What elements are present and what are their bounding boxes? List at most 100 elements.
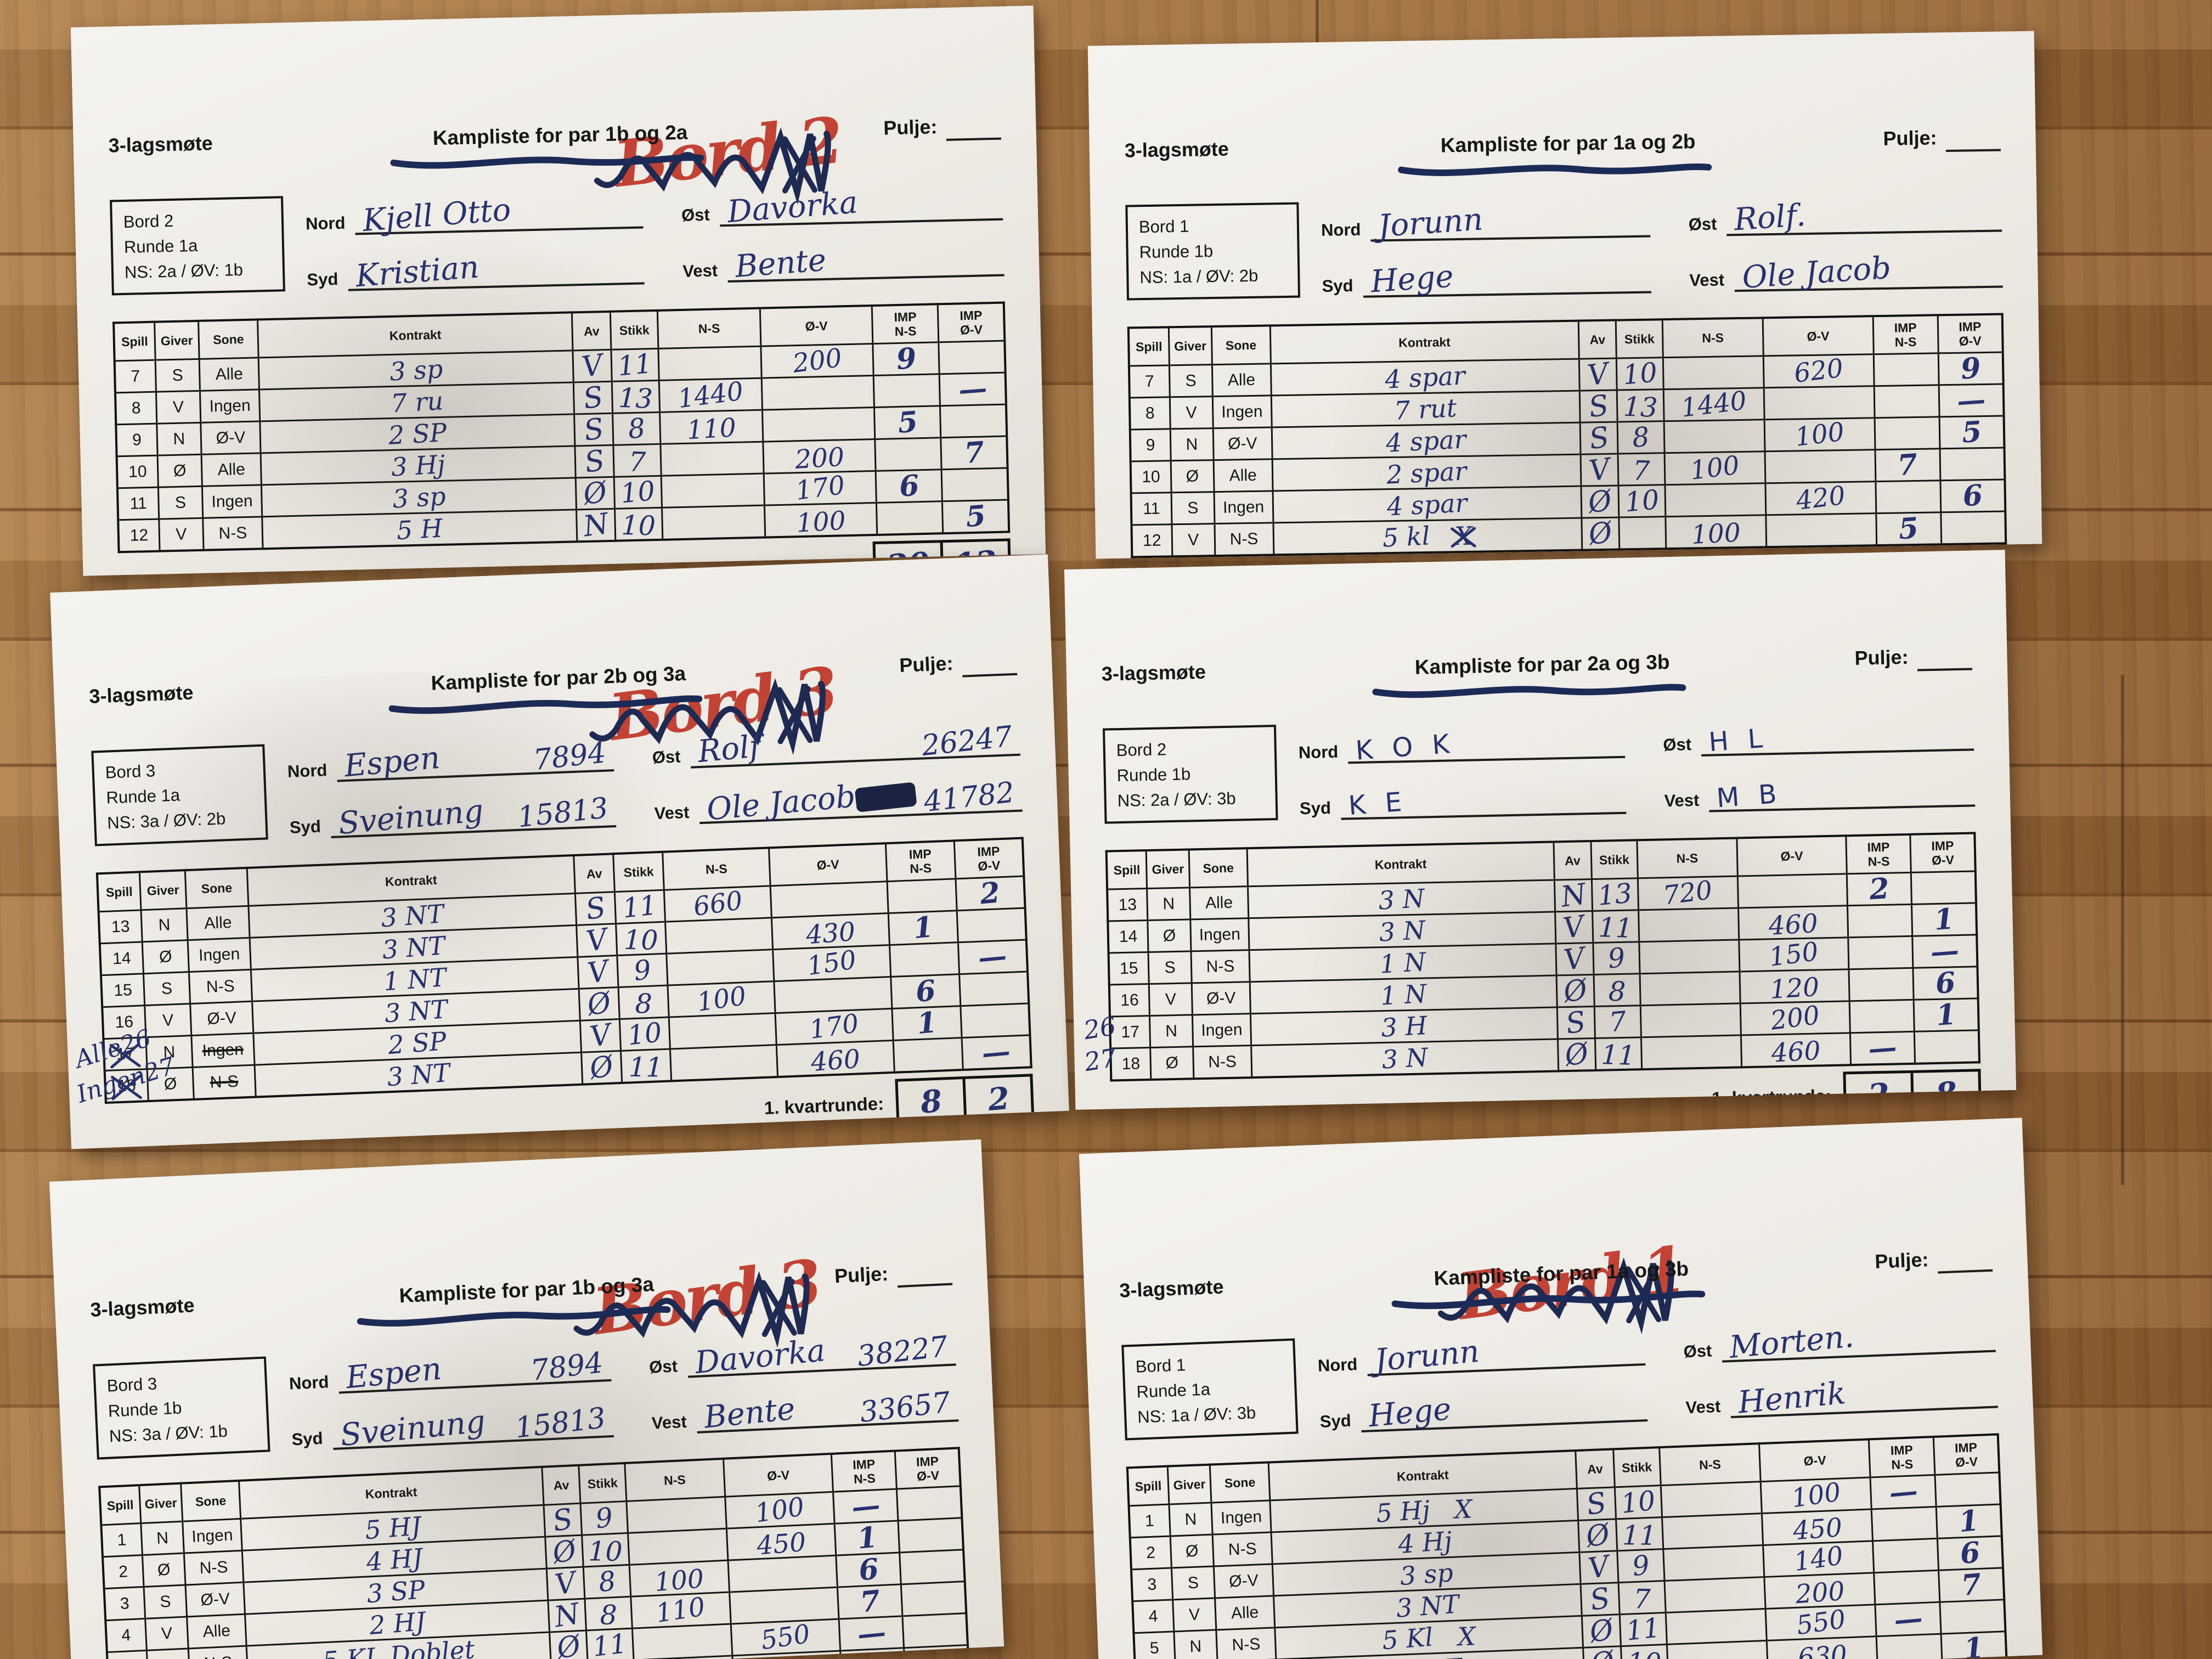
imp-ns-cell: 1 <box>834 1520 900 1555</box>
header-av: Av <box>1578 320 1617 359</box>
av-cell: V <box>1579 1549 1618 1585</box>
imp-ov-cell <box>898 1517 964 1553</box>
header-sone: Sone <box>1210 1462 1270 1503</box>
giver-cell: S <box>143 1585 188 1619</box>
imp-ov-cell <box>956 908 1026 943</box>
player-number-handwriting: 41782 <box>922 776 1016 819</box>
header-ov: Ø-V <box>1736 836 1847 876</box>
header-imp-ov: IMP Ø-V <box>1937 314 2003 353</box>
av-cell: S <box>1577 1486 1616 1522</box>
player-number-handwriting: 26247 <box>919 720 1014 763</box>
kontrakt-handwriting: 4 spar <box>1385 424 1467 458</box>
imp-ov-cell: — <box>1912 933 1978 969</box>
imp-ns-cell <box>876 501 944 535</box>
seat-label: Øst <box>1683 1341 1713 1362</box>
av-cell: V <box>546 1566 585 1601</box>
player-name-handwriting: Davorka <box>693 1333 827 1381</box>
av-cell: Ø <box>581 1049 623 1086</box>
wood-plank-seam <box>1316 0 1319 82</box>
ov-score-cell: 150 <box>772 945 891 981</box>
header-av: Av <box>1553 841 1592 880</box>
name-writing-line: Jorunn <box>1370 200 1651 245</box>
stikk-cell: 11 <box>620 1049 672 1084</box>
spill-number: 4 <box>121 1626 131 1645</box>
stikk-cell: 11 <box>614 889 665 924</box>
spill-number: 2 <box>1146 1543 1156 1562</box>
name-writing-line: Ole Jacob <box>1734 250 2003 296</box>
giver-cell: V <box>156 391 201 424</box>
ov-score-cell <box>761 375 874 410</box>
ov-score-cell: 120 <box>1739 969 1850 1005</box>
player-name-handwriting: Jorunn <box>1377 201 1485 245</box>
kontrakt-handwriting: 3 NT <box>380 898 445 933</box>
score-table: Spill Giver Sone Kontrakt Av Stikk N-S Ø… <box>1127 313 2007 558</box>
kontrakt-handwriting: 1 NT <box>382 962 448 996</box>
stikk-cell: 7 <box>1618 453 1665 487</box>
score-rows: 7 S Alle 4 spar V 10 620 9 8 V Ingen 7 r… <box>1128 351 2006 557</box>
score-sheet-top-left: Bord 2 3-lagsmøte Kampliste for par 1b o… <box>70 5 1046 576</box>
ns-score-cell <box>669 1013 777 1049</box>
giver-cell: Ø <box>1148 919 1191 952</box>
ns-score-cell <box>1639 971 1740 1006</box>
av-cell: S <box>1579 388 1618 424</box>
ns-score-cell <box>628 1528 728 1565</box>
sone-cell: N-S <box>202 516 263 550</box>
name-writing-line: Bente <box>727 239 1005 285</box>
player-name-handwriting: H L <box>1708 723 1770 758</box>
giver-cell: N <box>156 422 201 456</box>
spill-number: 16 <box>1120 990 1139 1009</box>
header-giver: Giver <box>1167 1464 1212 1505</box>
header-av: Av <box>541 1465 581 1505</box>
score-rows: 13 N Alle 3 NT S 11 660 2 14 Ø Ingen 3 N… <box>72 876 1031 1109</box>
kontrakt-cell: 4 spar <box>1270 359 1580 396</box>
footer-label: 1. kvartrunde: <box>1711 1085 1832 1109</box>
player-line: Syd Kristian <box>306 247 645 294</box>
seat-label: Vest <box>1689 270 1725 290</box>
kontrakt-handwriting: 5 HJ <box>363 1510 422 1545</box>
stikk-cell: 13 <box>1592 877 1639 912</box>
av-cell: Ø <box>578 986 620 1022</box>
header-av: Av <box>572 311 612 351</box>
header-imp-ns: IMP N-S <box>872 304 939 344</box>
kontrakt-handwriting: 2 SP <box>387 1025 448 1060</box>
pulje-blank-line <box>896 1266 953 1288</box>
ns-score-cell <box>1667 1640 1768 1659</box>
pulje-label: Pulje: <box>834 1262 889 1288</box>
imp-ov-cell <box>940 404 1007 438</box>
imp-ns-cell <box>1847 904 1913 938</box>
score-sheet-bottom-left: Bord 3 3-lagsmøte Kampliste for par 1b o… <box>49 1139 1005 1659</box>
kontrakt-extra-mark: X <box>1454 521 1473 551</box>
sone-cell: Alle <box>1189 886 1249 919</box>
player-name-handwriting: Ole Jacob <box>705 778 857 828</box>
giver-cell: Ø <box>1170 460 1214 493</box>
imp-ov-cell <box>904 1645 969 1659</box>
spill-number: 8 <box>1145 404 1155 422</box>
player-line: Vest Bente 33657 <box>651 1384 959 1436</box>
ns-score-cell: 100 <box>1665 515 1767 550</box>
spill-number: 14 <box>1119 927 1138 946</box>
name-writing-line: H L <box>1701 713 1974 758</box>
sone-cell: N-S <box>1212 1532 1273 1566</box>
imp-ov-cell: 7 <box>1938 1567 2005 1602</box>
player-name-handwriting: M B <box>1716 778 1784 814</box>
sone-cell: N-S <box>1214 522 1274 556</box>
seat-label: Nord <box>289 1372 330 1393</box>
imp-ns-cell <box>893 1037 963 1073</box>
header-sone: Sone <box>1188 848 1248 888</box>
imp-ov-cell: — <box>1938 382 2004 418</box>
imp-ov-cell: 9 <box>1938 351 2004 386</box>
imp-ov-cell <box>902 1613 968 1648</box>
sone-cell: Ingen <box>188 938 251 972</box>
imp-ov-cell <box>896 1486 962 1521</box>
imp-ns-cell: 2 <box>1847 871 1912 906</box>
kontrakt-handwriting: 3 SP <box>365 1574 426 1609</box>
imp-ns-cell: — <box>833 1488 899 1524</box>
sone-cell: N-S <box>184 1550 244 1585</box>
sone-cell: N-S <box>192 1065 256 1099</box>
meeting-label: 3-lagsmøte <box>89 1294 195 1321</box>
name-writing-line: Kjell Otto <box>354 191 644 239</box>
player-name-handwriting: Espen <box>344 1351 444 1396</box>
giver-cell: S <box>1169 364 1213 397</box>
header-kontrakt: Kontrakt <box>257 312 573 358</box>
header-sone: Sone <box>181 1480 241 1522</box>
